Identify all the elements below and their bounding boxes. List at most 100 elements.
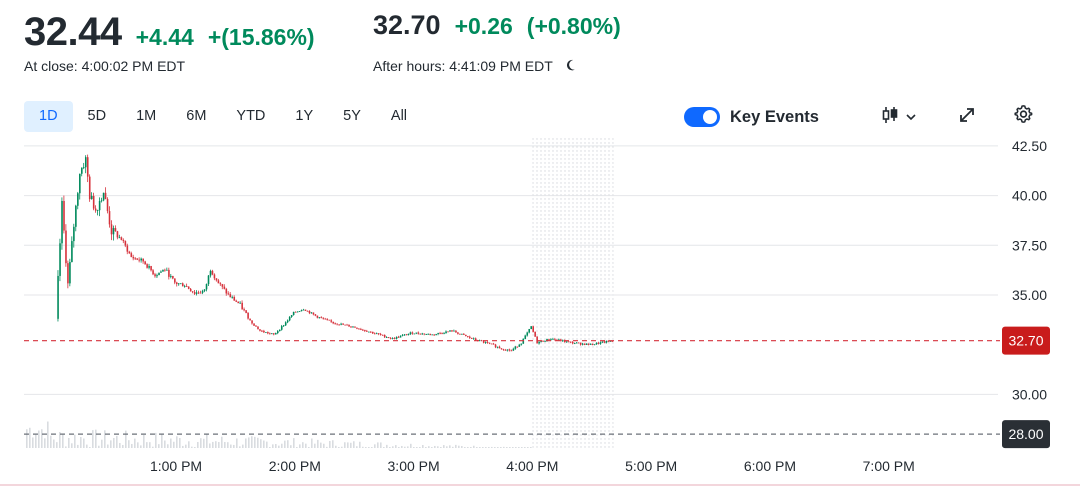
volume-bar [188, 441, 190, 448]
candle-body [59, 243, 61, 276]
candle-body [126, 245, 129, 252]
y-tick-label: 35.00 [1012, 287, 1047, 303]
candle-body [189, 288, 192, 292]
range-1d[interactable]: 1D [24, 101, 73, 132]
candle-body [399, 335, 402, 338]
range-1m[interactable]: 1M [136, 108, 157, 124]
candle-body [512, 348, 515, 351]
volume-bar [92, 430, 94, 448]
candle-body [524, 335, 527, 339]
candle-body [560, 339, 562, 342]
volume-bar [191, 446, 193, 448]
candle-body [174, 278, 176, 283]
candle-body [356, 327, 358, 329]
candle-body [514, 346, 517, 349]
expand-button[interactable] [958, 106, 976, 128]
candle-body [178, 283, 180, 285]
candle-body [575, 342, 578, 344]
volume-bar [119, 442, 121, 448]
close-timestamp: At close: 4:00:02 PM EDT [24, 58, 186, 74]
candle-body [69, 262, 71, 284]
candle-body [542, 340, 544, 342]
key-events-toggle[interactable] [684, 107, 720, 127]
x-tick-label: 7:00 PM [863, 458, 915, 474]
volume-bar [326, 446, 328, 448]
chart-type-dropdown[interactable] [882, 106, 916, 128]
x-tick-label: 3:00 PM [388, 458, 440, 474]
candle-body [168, 269, 170, 277]
candle-body [213, 274, 216, 279]
range-ytd[interactable]: YTD [236, 108, 266, 124]
volume-bar [467, 446, 469, 448]
candle-body [395, 336, 398, 339]
price-chart[interactable]: 42.50 40.00 37.50 35.00 30.00 1:00 PM 2:00 PM 3… [0, 130, 1080, 484]
volume-bar [452, 446, 454, 448]
candle-body [336, 323, 338, 325]
volume-bar [302, 442, 304, 448]
range-all[interactable]: All [390, 108, 408, 124]
volume-bar [512, 447, 514, 448]
volume-bar [44, 438, 46, 448]
previous-close-tag [1002, 420, 1050, 449]
candle-body [544, 341, 546, 343]
range-5d[interactable]: 5D [87, 108, 107, 124]
volume-bar [341, 446, 343, 448]
candle-body [449, 330, 451, 332]
volume-bar [437, 446, 439, 448]
candle-body [583, 343, 586, 345]
candle-body [374, 333, 376, 335]
candle-body [257, 326, 259, 330]
candle-body [494, 344, 497, 348]
range-5y[interactable]: 5Y [343, 108, 361, 124]
candle-body [181, 283, 184, 287]
candle-body [445, 331, 447, 334]
volume-bar [176, 436, 178, 448]
candle-body [77, 193, 79, 206]
volume-bar [53, 439, 55, 448]
candle-body [593, 344, 596, 346]
after-hours-region [532, 136, 614, 448]
volume-bar [521, 447, 523, 448]
volume-bar [32, 437, 34, 448]
candle-body [522, 338, 525, 344]
candle-body [577, 342, 580, 344]
candle-body [403, 334, 406, 336]
candle-body [379, 334, 382, 335]
candle-body [415, 332, 418, 334]
volume-bar [338, 447, 340, 448]
volume-bar [434, 445, 436, 448]
volume-bar [293, 438, 295, 448]
settings-button[interactable] [1014, 105, 1033, 128]
candle-body [150, 266, 152, 271]
candle-body [366, 330, 368, 332]
volume-bar [404, 446, 406, 448]
volume-bar [425, 447, 427, 448]
candle-body [429, 333, 432, 336]
after-hours-quote: 32.70 +0.26 (+0.80%) [373, 10, 621, 41]
volume-bar [167, 444, 169, 448]
candle-body [86, 157, 89, 177]
volume-bar [74, 434, 76, 448]
volume-bar [422, 445, 424, 448]
candle-body [298, 311, 301, 312]
volume-bar [443, 445, 445, 448]
volume-bar [518, 447, 520, 448]
candle-body [362, 329, 364, 331]
volume-bar [332, 440, 334, 448]
candle-body [589, 343, 592, 345]
volume-bar [140, 445, 142, 448]
candle-body [566, 341, 568, 343]
candle-body [112, 228, 115, 235]
volume-bar [251, 436, 253, 448]
candle-body [65, 230, 67, 264]
regular-session-quote: 32.44 +4.44 +(15.86%) [24, 10, 315, 55]
candle-body [255, 325, 257, 327]
y-tick-label: 37.50 [1012, 237, 1047, 253]
candle-body [506, 349, 509, 351]
candle-body [478, 340, 481, 342]
volume-bar [287, 440, 289, 448]
range-1y[interactable]: 1Y [295, 108, 314, 124]
range-6m[interactable]: 6M [186, 108, 207, 124]
volume-bar [164, 440, 166, 448]
candle-body [288, 316, 291, 321]
